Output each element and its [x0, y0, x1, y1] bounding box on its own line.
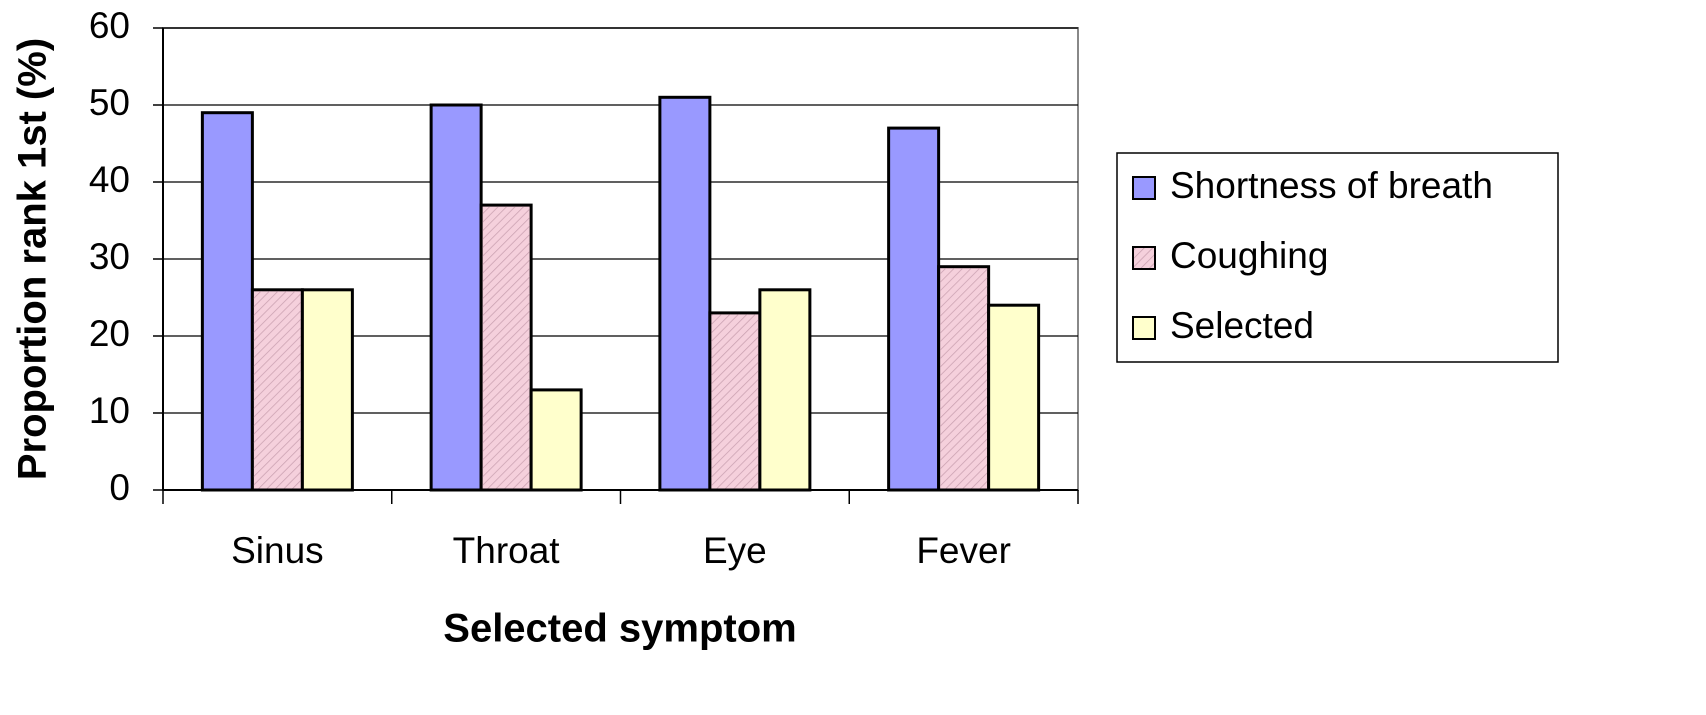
bar-hatch — [940, 268, 988, 489]
y-tick-label: 60 — [89, 5, 130, 46]
bar — [300, 288, 354, 492]
bar — [658, 95, 712, 492]
bar-hatch — [253, 291, 301, 489]
legend-label: Selected — [1170, 305, 1314, 346]
y-tick-label: 30 — [89, 236, 130, 277]
bar — [529, 388, 583, 492]
legend-hatch — [1134, 248, 1154, 268]
x-tick-label: Fever — [916, 530, 1011, 571]
y-axis-title: Proportion rank 1st (%) — [11, 38, 55, 480]
bar — [429, 103, 483, 492]
bar — [758, 288, 812, 492]
bar — [200, 111, 254, 492]
y-tick-label: 0 — [109, 467, 130, 508]
bar-hatch — [482, 206, 530, 489]
legend — [1116, 152, 1559, 363]
legend-swatch — [1132, 316, 1156, 340]
x-tick-label: Sinus — [231, 530, 324, 571]
x-axis-title: Selected symptom — [443, 607, 796, 651]
bar — [987, 303, 1041, 492]
y-tick-label: 20 — [89, 313, 130, 354]
legend-swatch — [1132, 176, 1156, 200]
x-tick-label: Eye — [703, 530, 767, 571]
bar — [887, 126, 941, 492]
y-tick-label: 10 — [89, 390, 130, 431]
legend-label: Shortness of breath — [1170, 165, 1493, 206]
x-tick-label: Throat — [453, 530, 561, 571]
bar-hatch — [711, 314, 759, 489]
y-tick-label: 40 — [89, 159, 130, 200]
y-tick-label: 50 — [89, 82, 130, 123]
legend-label: Coughing — [1170, 235, 1328, 276]
